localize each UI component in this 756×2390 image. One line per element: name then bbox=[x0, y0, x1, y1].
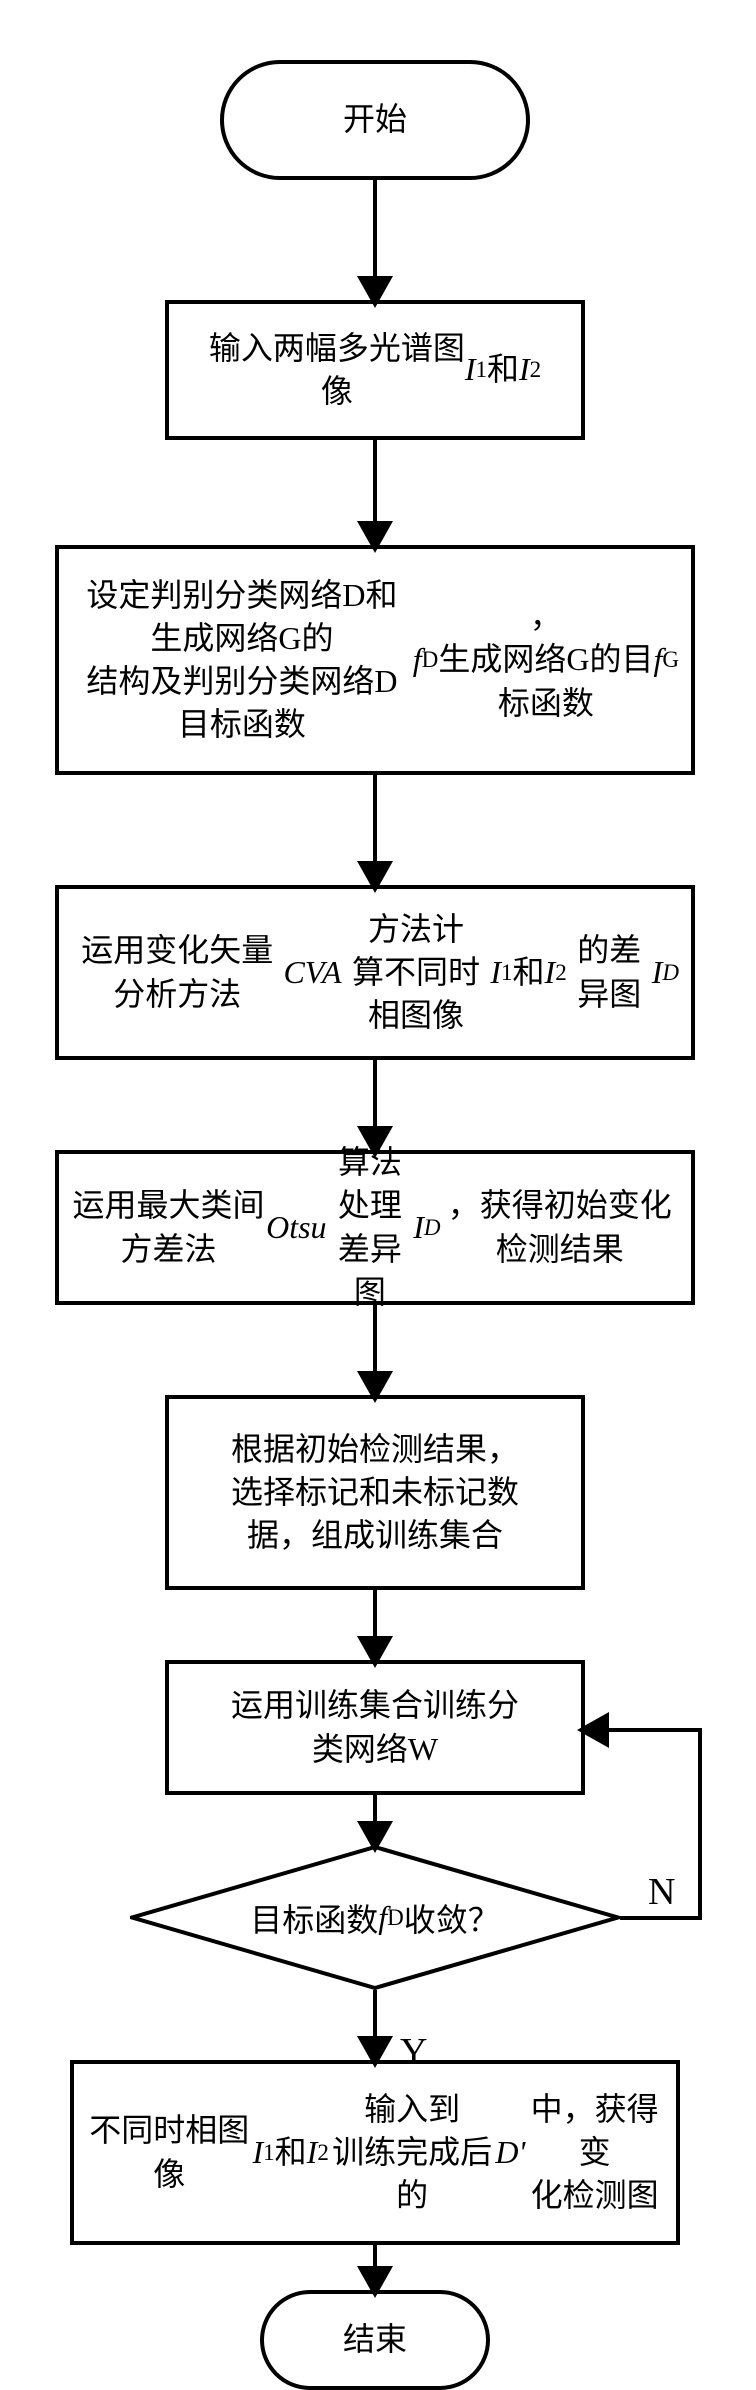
edges-layer bbox=[0, 0, 756, 2346]
flowchart-canvas: 开始输入两幅多光谱图像I1和I2设定判别分类网络D和生成网络G的结构及判别分类网… bbox=[0, 0, 756, 2346]
edge-dec-train bbox=[585, 1730, 700, 1918]
